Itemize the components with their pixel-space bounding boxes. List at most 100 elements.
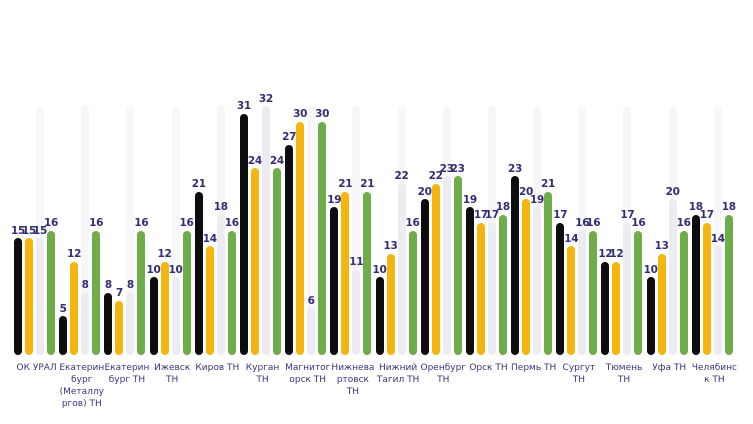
bar-value-label: 15 [10,224,26,237]
bar-slot-gray: 11 [349,106,364,355]
bar-value-label: 10 [372,263,387,276]
bar-slot-gray: 22 [394,106,409,355]
chart-group: 19 17 17 18 Орск ТН [463,106,511,373]
bar-cluster: 5 12 8 16 [59,106,103,355]
bar-black [285,144,294,355]
bar-gray [261,106,270,355]
chart-group: 19 21 11 21 Нижневартовск ТН [327,106,375,397]
bar-green [272,168,281,355]
bar-slot-black: 23 [508,106,523,355]
x-axis-label: Курган ТН [245,363,280,386]
bar-gray [713,246,722,355]
bar-slot-green: 16 [179,106,194,355]
bar-slot-green: 21 [541,106,555,355]
chart-group: 20 22 23 23 Оренбург ТН [417,106,466,385]
bar-green [724,214,733,355]
bar-value-label: 16 [179,217,194,229]
bar-cluster: 21 14 18 16 [191,106,239,355]
bar-track [352,106,361,355]
bar-value-label: 18 [495,201,510,214]
bar-slot-black: 10 [372,106,387,355]
bar-slot-yellow: 12 [67,106,81,355]
bar-yellow [205,246,214,355]
bar-slot-gray: 23 [440,106,454,355]
bar-gray [668,199,677,355]
bar-slot-green: 16 [89,106,103,355]
chart-plot-area: 15 15 15 16 ОК УРАЛ 5 12 8 16 Екатеринбург (Метал… [10,0,753,424]
bar-cluster: 8 7 8 16 [104,106,149,355]
bar-gray [307,308,316,355]
bar-cluster: 27 30 6 30 [282,106,330,355]
bar-gray [36,238,44,355]
bar-value-label: 21 [191,178,206,191]
bar-green [137,230,146,355]
bar-yellow [657,253,666,355]
bar-value-label: 20 [519,185,534,198]
bar-cluster: 19 21 11 21 [327,106,375,355]
bar-value-label: 17 [699,209,714,222]
bar-slot-yellow: 14 [564,106,579,355]
bar-slot-gray: 8 [81,106,90,355]
bar-track [713,106,722,355]
bar-slot-green: 16 [586,106,601,355]
bar-value-label: 10 [168,263,183,276]
bar-slot-yellow: 13 [655,106,669,355]
bar-slot-black: 20 [417,106,432,355]
bar-value-label: 13 [383,240,398,253]
x-axis-label: Магнитогорск ТН [285,363,331,386]
x-axis-label: Орск ТН [469,363,508,373]
chart-group: 31 24 32 24 Курган ТН [237,93,285,385]
bar-value-label: 30 [315,108,330,121]
bar-green [498,214,507,355]
bar-slot-black: 31 [237,101,251,355]
bar-slot-green: 24 [270,106,284,355]
bar-slot-gray: 15 [33,106,47,355]
bar-track [126,106,135,355]
bar-track [307,106,316,355]
bar-gray [487,222,496,355]
bar-slot-gray: 14 [711,106,725,355]
x-axis-label: Пермь ТН [511,363,557,373]
x-axis-label: Тюмень ТН [605,363,643,386]
bar-gray [397,183,406,355]
chart-group: 27 30 6 30 Магнитогорск ТН [282,106,330,385]
bar-value-label: 20 [417,185,432,198]
bar-value-label: 19 [327,193,342,206]
bar-value-label: 19 [530,193,545,206]
bar-slot-yellow: 24 [247,106,262,355]
bar-value-label: 10 [643,263,658,276]
bar-cluster: 17 14 16 16 [553,106,601,355]
bar-value-label: 12 [157,248,172,261]
bar-yellow [567,246,576,355]
bar-green [92,230,101,355]
bar-slot-black: 12 [598,106,613,355]
chart-group: 21 14 18 16 Киров ТН [191,106,240,373]
bar-green [408,230,417,355]
bar-slot-green: 16 [405,106,420,355]
bar-yellow [431,183,440,355]
bar-value-label: 15 [21,224,37,237]
bar-value-label: 23 [508,162,523,175]
bar-yellow [25,238,33,355]
bar-slot-gray: 8 [126,106,135,355]
bar-slot-green: 16 [134,106,149,355]
bar-gray [171,277,180,355]
bar-value-label: 16 [224,217,239,229]
bar-slot-green: 23 [451,106,465,355]
chart-group: 18 17 14 18 Челябинск ТН [689,106,737,385]
bar-value-label: 24 [247,154,262,167]
bar-cluster: 12 12 17 16 [598,106,646,355]
bar-value-label: 16 [134,217,149,229]
bar-slot-yellow: 30 [293,106,307,355]
bar-black [511,176,520,355]
chart-group: 10 12 10 16 Ижевск ТН [147,106,195,385]
bar-track [81,106,90,355]
chart-group: 15 15 15 16 ОК УРАЛ [10,106,59,373]
bar-gray [533,207,542,355]
chart-group: 10 13 22 16 Нижний Тагил ТН [372,106,421,385]
bar-yellow [296,121,305,355]
bar-slot-yellow: 12 [609,106,624,355]
bar-green [318,121,327,355]
bar-value-label: 8 [126,279,134,292]
bar-yellow [341,191,350,355]
